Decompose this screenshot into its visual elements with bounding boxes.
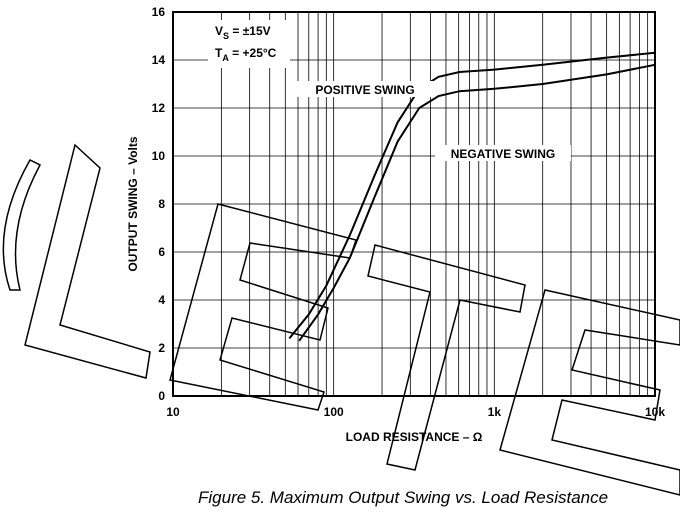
condition: TA = +25°C [215,46,277,63]
x-tick-label: 100 [324,405,344,419]
y-tick-label: 0 [158,389,165,403]
plot-frame [172,11,656,397]
y-tick-label: 10 [152,149,166,163]
x-tick-label: 10 [166,405,180,419]
y-tick-label: 4 [158,293,165,307]
condition: VS = ±15V [215,24,271,41]
y-tick-label: 12 [152,101,166,115]
y-tick-label: 8 [158,197,165,211]
series-label: NEGATIVE SWING [451,147,555,161]
x-tick-label: 10k [645,405,665,419]
label-bg [435,145,571,161]
y-axis-label: OUTPUT SWING – Volts [126,136,140,271]
y-tick-label: 16 [152,5,166,19]
watermark [2,143,680,496]
y-tick-label: 2 [158,341,165,355]
plot-area: 0 2 4 6 8 10 12 14 16 10 100 1k 10k POSITIVE SWING NEG… [152,5,666,419]
annotation-bg [208,20,290,68]
caption: Figure 5. Maximum Output Swing vs. Load … [198,488,608,507]
series-label: POSITIVE SWING [315,83,414,97]
label-bg [297,81,433,97]
x-tick-label: 1k [488,405,502,419]
series-line [298,63,656,342]
y-tick-label: 14 [152,53,166,67]
y-tick-label: 6 [158,245,165,259]
x-axis-label: LOAD RESISTANCE – Ω [346,430,483,444]
